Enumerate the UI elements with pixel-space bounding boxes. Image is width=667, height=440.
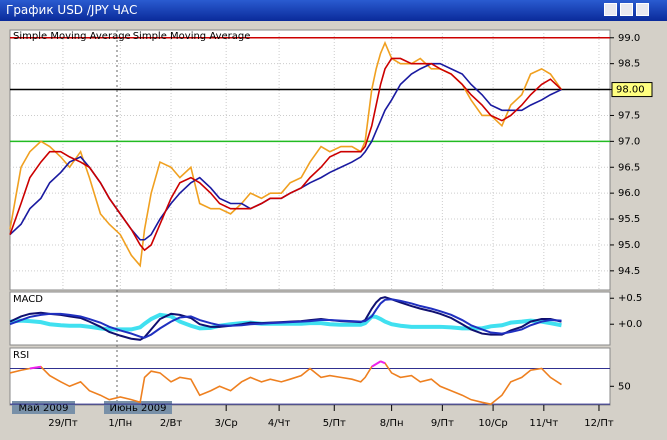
macd-panel [9,291,611,346]
legend-entry: Simple Moving Average [13,31,131,42]
y-tick-label: +0.0 [618,319,642,330]
threshold-segment [380,360,386,365]
x-tick-label: 2/Вт [160,418,183,429]
close-button[interactable] [636,3,649,16]
panel-title: RSI [13,350,29,361]
y-tick-label: 50 [618,381,631,392]
threshold-segment [29,365,42,370]
series-line [9,312,562,332]
x-tick-label: 9/Пт [431,418,454,429]
price-label-box [611,82,653,98]
y-tick-label: 96.0 [618,188,640,199]
x-tick-label: 12/Пт [584,418,614,429]
series-line [9,57,563,252]
y-tick-label: 95.5 [618,214,640,225]
window-title: График USD /JPY ЧАС [6,3,138,17]
y-tick-label: +0.5 [618,293,642,304]
maximize-button[interactable] [620,3,633,16]
x-tick-label: 8/Пн [380,418,404,429]
panel-title: MACD [13,294,43,305]
y-tick-label: 94.5 [618,266,640,277]
series-line [9,298,562,339]
minimize-button[interactable] [604,3,617,16]
title-bar: График USD /JPY ЧАС [0,0,667,21]
month-label: Май 2009 [19,403,69,414]
x-tick-label: 3/Ср [215,418,238,429]
threshold-segment [371,363,377,368]
y-tick-label: 97.5 [618,110,640,121]
y-tick-label: 97.0 [618,136,640,147]
y-tick-label: 98.5 [618,59,640,70]
legend-entry: Simple Moving Average [133,31,251,42]
series-line [9,360,562,405]
rsi-panel [9,347,611,406]
price-label: 98.00 [616,85,645,96]
x-tick-label: 10/Ср [478,418,507,429]
price-panel [9,29,611,291]
x-tick-label: 1/Пн [108,418,132,429]
y-tick-label: 95.0 [618,240,640,251]
month-label: Июнь 2009 [110,403,167,414]
y-tick-label: 99.0 [618,33,640,44]
threshold-segment [375,360,382,365]
y-tick-label: 96.5 [618,162,640,173]
x-tick-label: 4/Чт [268,418,291,429]
x-tick-label: 5/Пт [323,418,346,429]
x-tick-label: 11/Чт [529,418,558,429]
x-tick-label: 29/Пт [48,418,78,429]
